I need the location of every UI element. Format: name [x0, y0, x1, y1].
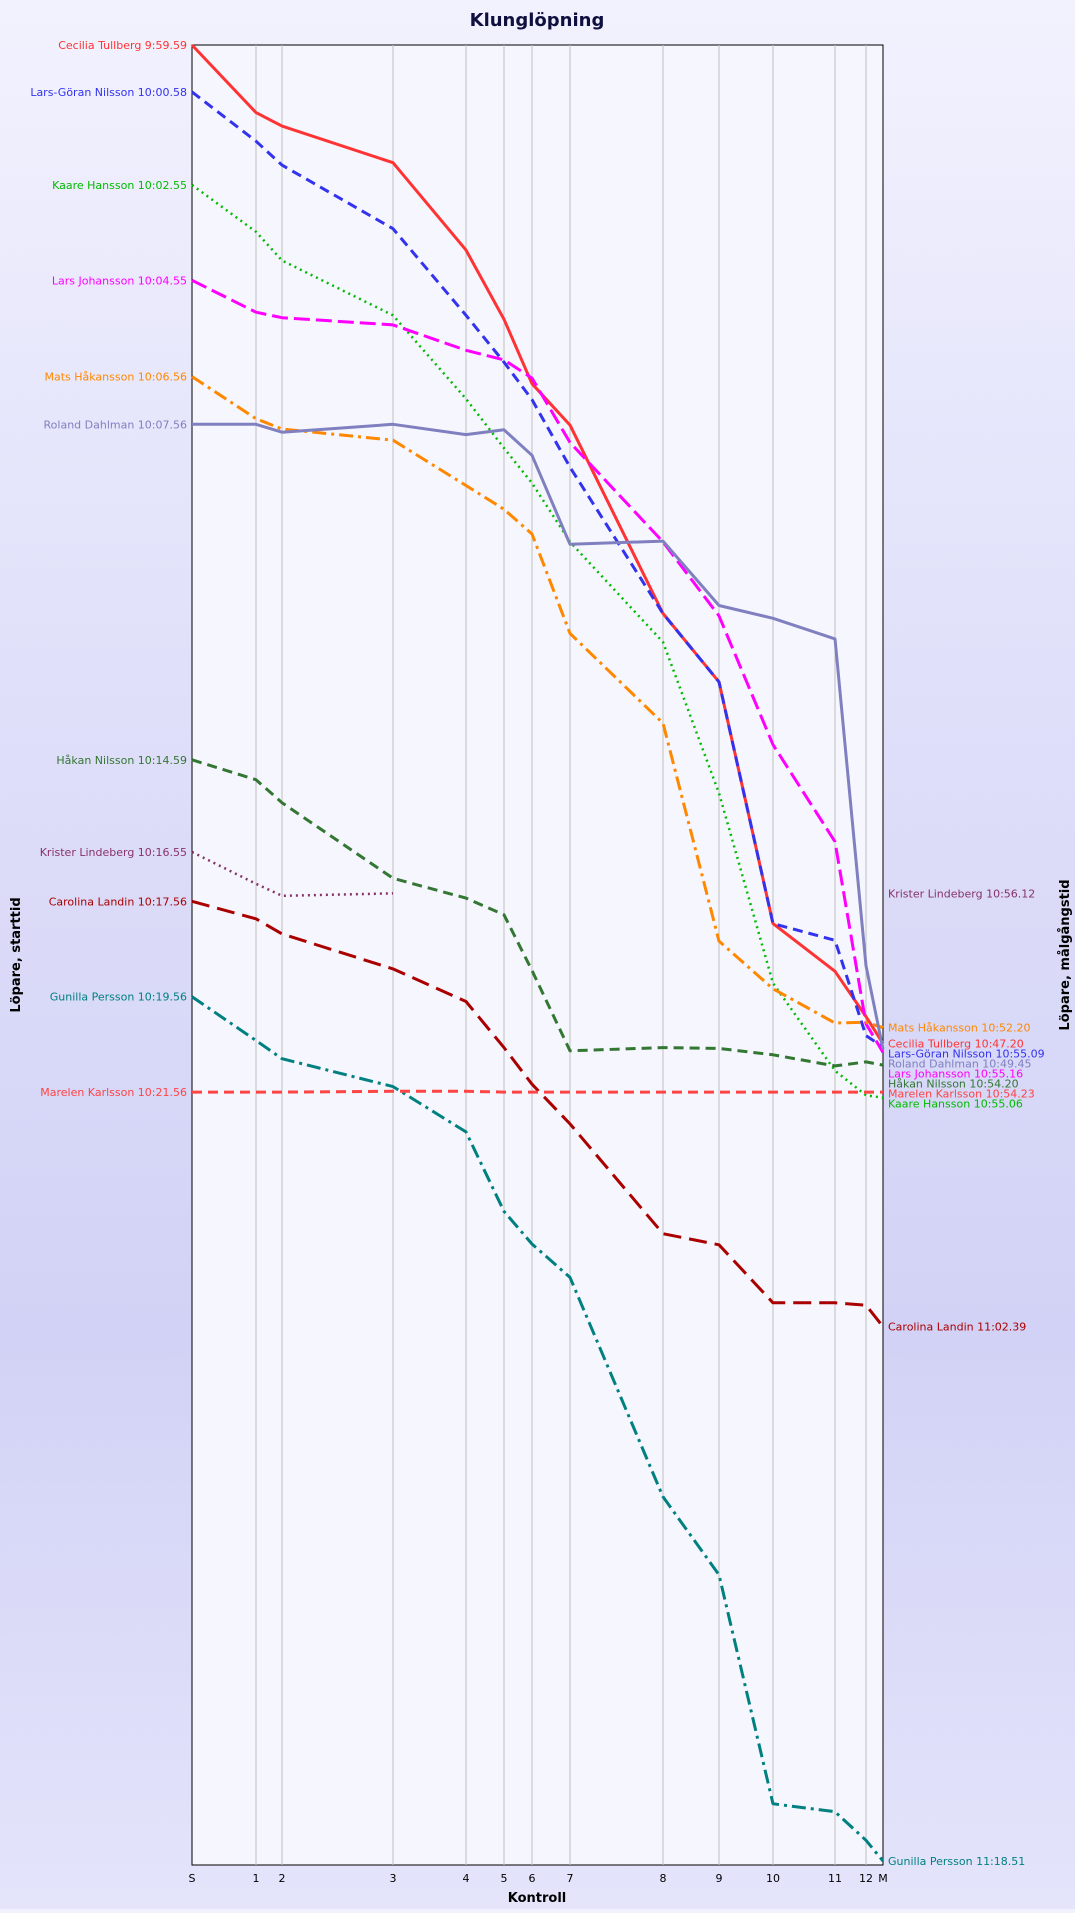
- x-tick-label: 5: [501, 1872, 508, 1885]
- y-axis-title-left: Löpare, starttid: [9, 897, 24, 1012]
- series-line: [190, 43, 885, 1045]
- x-tick-label: S: [189, 1872, 196, 1885]
- finish-label: Gunilla Persson 11:18.51: [888, 1855, 1025, 1868]
- x-tick-label: 1: [253, 1872, 260, 1885]
- start-labels: Cecilia Tullberg 9:59.59 Lars-Göran Nilss…: [30, 39, 187, 1099]
- start-label: Carolina Landin 10:17.56: [49, 895, 187, 908]
- start-label: Roland Dahlman 10:07.56: [44, 418, 187, 431]
- series-line: [191, 850, 394, 898]
- start-label: Lars Johansson 10:04.55: [52, 274, 187, 287]
- finish-label: Marelen Karlsson 10:54.23: [888, 1088, 1035, 1101]
- start-label: Krister Lindeberg 10:16.55: [40, 846, 187, 859]
- finish-label: Lars-Göran Nilsson 10:55.09: [888, 1048, 1045, 1061]
- x-axis-title: Kontroll: [508, 1891, 567, 1906]
- start-label: Gunilla Persson 10:19.56: [50, 991, 187, 1004]
- start-label: Mats Håkansson 10:06.56: [44, 371, 187, 384]
- finish-label: Cecilia Tullberg 10:47.20: [888, 1038, 1024, 1051]
- grid-lines: [255, 45, 867, 1865]
- plot-area: [191, 44, 884, 1866]
- series-line: [192, 1089, 883, 1094]
- finish-label: Carolina Landin 11:02.39: [888, 1321, 1026, 1334]
- y-axis-title-right: Löpare, målgångstid: [1058, 879, 1073, 1030]
- x-tick-label: 6: [529, 1872, 536, 1885]
- x-tick-label: 12: [859, 1872, 873, 1885]
- finish-label: Roland Dahlman 10:49.45: [888, 1058, 1031, 1071]
- series-line: [191, 758, 884, 1068]
- finish-label: Krister Lindeberg 10:56.12: [888, 887, 1035, 900]
- x-tick-label: 7: [567, 1872, 574, 1885]
- finish-labels: Krister Lindeberg 10:56.12 Mats Håkansson…: [888, 887, 1045, 1868]
- x-tick-label: 3: [390, 1872, 397, 1885]
- finish-label: Håkan Nilsson 10:54.20: [888, 1078, 1019, 1091]
- x-tick-label: M: [878, 1872, 888, 1885]
- x-tick-label: 2: [279, 1872, 286, 1885]
- start-label: Lars-Göran Nilsson 10:00.58: [30, 86, 187, 99]
- x-tick-label: 9: [716, 1872, 723, 1885]
- x-tick-label: 10: [766, 1872, 780, 1885]
- finish-label: Mats Håkansson 10:52.20: [888, 1022, 1031, 1035]
- x-tick-label: 11: [828, 1872, 842, 1885]
- finish-label: Kaare Hansson 10:55.06: [888, 1098, 1023, 1111]
- series-line: [192, 422, 885, 1050]
- x-tick-label: 4: [463, 1872, 470, 1885]
- x-tick-label: 8: [660, 1872, 667, 1885]
- series-lines: [190, 43, 885, 1862]
- series-line: [191, 995, 885, 1862]
- series-line: [191, 375, 884, 1030]
- series-line: [191, 183, 884, 1099]
- finish-label: Lars Johansson 10:55.16: [888, 1068, 1023, 1081]
- start-label: Cecilia Tullberg 9:59.59: [58, 39, 187, 52]
- start-label: Håkan Nilsson 10:14.59: [56, 754, 187, 767]
- series-line: [191, 90, 884, 1049]
- start-label: Marelen Karlsson 10:21.56: [40, 1086, 187, 1099]
- start-label: Kaare Hansson 10:02.55: [52, 179, 187, 192]
- series-line: [191, 278, 885, 1054]
- series-line: [191, 899, 885, 1328]
- chart-title: Klunglöpning: [470, 10, 605, 31]
- x-tick-labels: S 1 2 3 4 5 6 7 8 9 10 11 12 M: [189, 1872, 888, 1885]
